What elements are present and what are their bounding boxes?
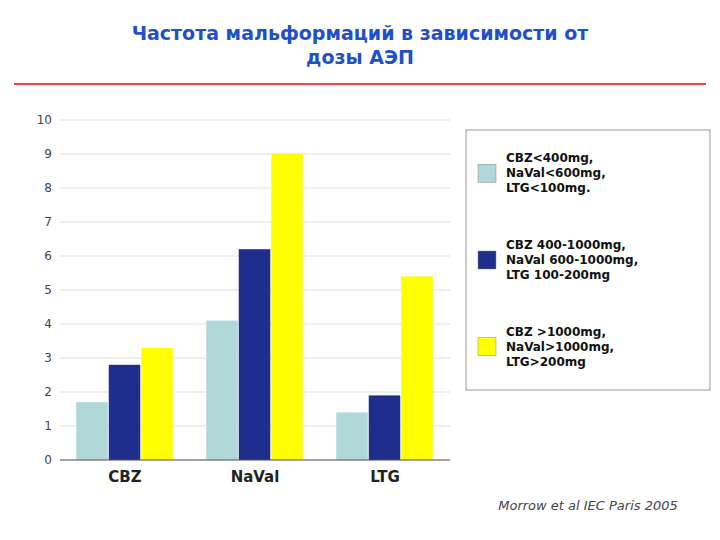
- text-line: NaVal 600-1000mg,: [506, 253, 638, 267]
- x-tick-label: CBZ: [108, 468, 141, 486]
- bar: [109, 365, 141, 460]
- y-tick-label: 3: [44, 351, 52, 365]
- text-line: LTG 100-200mg: [506, 268, 610, 282]
- bar: [76, 402, 108, 460]
- bar: [401, 276, 433, 460]
- grid-line: [60, 222, 450, 223]
- x-tick-label: NaVal: [231, 468, 280, 486]
- y-axis: 0 1 2 3 4 5 6 7 8 9 10: [37, 113, 450, 467]
- y-tick-label: 4: [44, 317, 52, 331]
- y-tick-label: 2: [44, 385, 52, 399]
- bar: [206, 321, 238, 460]
- bar: [369, 395, 401, 460]
- text-line: CBZ 400-1000mg,: [506, 238, 626, 252]
- text-line: CBZ >1000mg,: [506, 325, 606, 339]
- title: Частота мальформаций в зависимости отдоз…: [132, 22, 589, 68]
- grid-line: [60, 120, 450, 121]
- title-rule: [14, 83, 706, 85]
- grid-line: [60, 460, 450, 461]
- text-line: дозы АЭП: [306, 46, 414, 68]
- y-tick-label: 8: [44, 181, 52, 195]
- text-line: Частота мальформаций в зависимости от: [132, 22, 589, 44]
- x-axis-line: [60, 460, 450, 461]
- legend-label: CBZ >1000mg,NaVal>1000mg,LTG>200mg: [506, 325, 614, 369]
- legend-swatch: [478, 164, 496, 182]
- annotation: Morrow et al IEC Paris 2005: [498, 498, 678, 513]
- text-line: LTG<100mg.: [506, 181, 590, 195]
- grid-line: [60, 154, 450, 155]
- y-tick-label: 6: [44, 249, 52, 263]
- y-tick-label: 1: [44, 419, 52, 433]
- bars: [76, 154, 433, 460]
- legend-swatch: [478, 338, 496, 356]
- chart-container: Частота мальформаций в зависимости отдоз…: [0, 0, 720, 540]
- y-tick-label: 7: [44, 215, 52, 229]
- x-tick-label: LTG: [370, 468, 400, 486]
- legend-label: CBZ<400mg,NaVal<600mg,LTG<100mg.: [506, 151, 606, 195]
- legend-box: [466, 130, 710, 390]
- legend-swatch: [478, 251, 496, 269]
- legend-label: CBZ 400-1000mg,NaVal 600-1000mg,LTG 100-…: [506, 238, 638, 282]
- background: [0, 0, 720, 540]
- y-tick-label: 9: [44, 147, 52, 161]
- bar: [141, 348, 173, 460]
- y-tick-label: 10: [37, 113, 52, 127]
- bar: [239, 249, 271, 460]
- bar: [271, 154, 303, 460]
- grid-line: [60, 188, 450, 189]
- y-tick-label: 5: [44, 283, 52, 297]
- legend: CBZ<400mg,NaVal<600mg,LTG<100mg. CBZ 400-…: [466, 130, 710, 390]
- text-line: LTG>200mg: [506, 355, 586, 369]
- text-line: NaVal>1000mg,: [506, 340, 614, 354]
- text-line: CBZ<400mg,: [506, 151, 593, 165]
- text-line: NaVal<600mg,: [506, 166, 606, 180]
- y-tick-label: 0: [44, 453, 52, 467]
- chart-svg: Частота мальформаций в зависимости отдоз…: [0, 0, 720, 540]
- bar: [336, 412, 368, 460]
